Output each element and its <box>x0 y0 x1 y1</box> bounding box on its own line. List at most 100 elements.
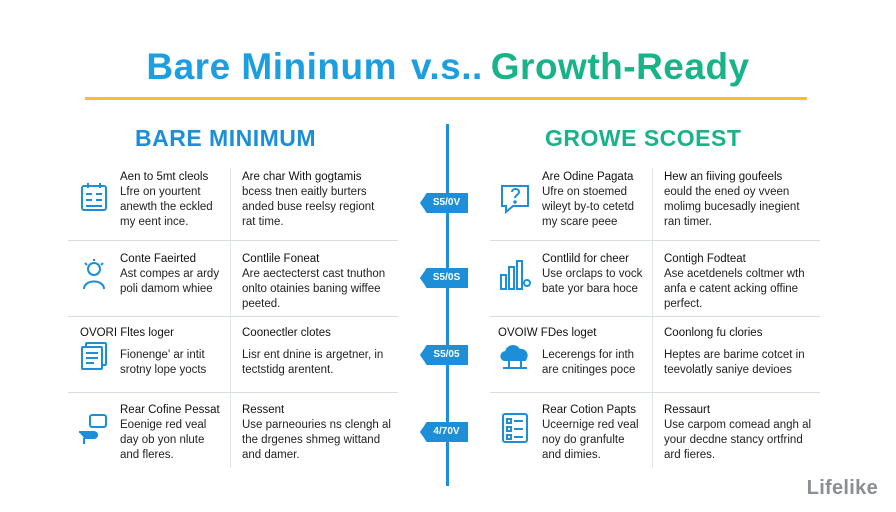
cell-text: Lfre on yourtent <box>120 186 201 198</box>
left-row-4-detail: Ressent Use parneouries ns clengh al the… <box>242 403 391 463</box>
cell-heading: Hew an fiiving goufeels <box>664 171 783 183</box>
cell-heading: Are Odine Pagata <box>542 171 634 183</box>
cell-heading: Contlile Foneat <box>242 253 320 265</box>
cell-text: Are aectecterst cast tnuthon <box>242 268 386 280</box>
title-bare-minimum: Bare Mininum <box>146 46 398 87</box>
cell-text: Use orclaps to vock <box>542 268 643 280</box>
cell-text: Ast compes ar ardy <box>120 268 220 280</box>
badge-row-3: S5/05 <box>420 345 468 365</box>
cell-text: and dimies. <box>542 449 601 461</box>
cell-heading: Are char With gogtamis <box>242 171 362 183</box>
right-column-heading: GROWE SCOEST <box>545 125 742 151</box>
cell-text: Uceernige red veal <box>542 419 639 431</box>
cell-text: Fionenge' ar intit <box>120 349 205 361</box>
cell-text: Heptes are barime cotcet in <box>664 349 805 361</box>
row-divider <box>490 240 820 241</box>
cell-text: onlto otainies baning wiffee <box>242 283 381 295</box>
cloud-network-icon <box>497 338 533 374</box>
question-chat-icon <box>497 180 533 216</box>
cell-heading: OVORI Fltes loger <box>80 327 174 339</box>
cell-text: perfect. <box>664 298 703 310</box>
left-row-1-summary: Aen to 5mt cleols Lfre on yourtent anewt… <box>120 170 213 230</box>
right-row-2-detail: Contigh Fodteat Ase acetdenels coltmer w… <box>664 252 805 312</box>
cell-text: tectstidg arentent. <box>242 364 334 376</box>
cell-text: Lecerengs for inth <box>542 349 635 361</box>
title-underline <box>85 97 807 100</box>
right-row-3-title: OVOIW FDes loget <box>498 326 596 341</box>
left-row-4-summary: Rear Cofine Pessat Eoenige red veal day … <box>120 403 220 463</box>
cell-text: bcess tnen eaitly burters <box>242 186 367 198</box>
right-row-1-summary: Are Odine Pagata Ufre on stoemed wileyt … <box>542 170 634 230</box>
title-growth-ready: Growth-Ready <box>490 46 750 87</box>
cell-text: and damer. <box>242 449 300 461</box>
cell-text: anewth the eckled <box>120 201 213 213</box>
badge-row-2: S5/0S <box>420 268 468 288</box>
cell-text: noy do granfulte <box>542 434 625 446</box>
right-row-2-summary: Contlild for cheer Use orclaps to vock b… <box>542 252 642 297</box>
badge-row-1: S5/0V <box>420 193 468 213</box>
page-title: Bare Mininum v.s.. Growth-Ready <box>0 46 896 88</box>
left-row-3-detail: Coonectler clotes Lisr ent dnine is arge… <box>242 326 383 378</box>
cell-heading: Coonectler clotes <box>242 327 331 339</box>
cell-text: day ob yon nlute <box>120 434 205 446</box>
cell-text: Use carpom comead angh al <box>664 419 812 431</box>
cell-text: bate yor bara hoce <box>542 283 638 295</box>
row-divider <box>68 316 398 317</box>
left-column-heading: BARE MINIMUM <box>135 125 317 151</box>
cell-text: anfa e catent acking offine <box>664 283 799 295</box>
row-divider <box>490 316 820 317</box>
left-row-1-detail: Are char With gogtamis bcess tnen eaitly… <box>242 170 374 230</box>
cell-text: wileyt by-to cetetd <box>542 201 635 213</box>
cell-text: my scare peee <box>542 216 618 228</box>
cell-text: Use parneouries ns clengh al <box>242 419 391 431</box>
row-divider <box>490 392 820 393</box>
right-row-3-detail: Coonlong fu clories Heptes are barime co… <box>664 326 805 378</box>
cell-text: srotny lope yocts <box>120 364 207 376</box>
right-row-4-summary: Rear Cotion Papts Uceernige red veal noy… <box>542 403 639 463</box>
cell-heading: OVOIW FDes loget <box>498 327 597 339</box>
cell-text: and fleres. <box>120 449 174 461</box>
cell-text: Ufre on stoemed <box>542 186 628 198</box>
left-row-3-summary: Fionenge' ar intit srotny lope yocts <box>120 348 206 378</box>
cell-text: eould the ened oy vveen <box>664 186 790 198</box>
center-divider <box>446 124 449 486</box>
cell-text: are cnitinges poce <box>542 364 636 376</box>
left-row-2-detail: Contlile Foneat Are aectecterst cast tnu… <box>242 252 385 312</box>
cell-heading: Ressaurt <box>664 404 711 416</box>
cell-text: anded buse reelsy regiont <box>242 201 375 213</box>
cell-text: ard fieres. <box>664 449 716 461</box>
cell-heading: Conte Faeirted <box>120 253 197 265</box>
cell-heading: Coonlong fu clories <box>664 327 763 339</box>
cell-heading: Contigh Fodteat <box>664 253 746 265</box>
row-divider <box>68 240 398 241</box>
cell-heading: Aen to 5mt cleols <box>120 171 209 183</box>
cell-divider-right <box>652 168 653 468</box>
cell-text: ran timer. <box>664 216 712 228</box>
hand-card-icon <box>76 410 112 446</box>
cell-text: the drgenes shmeg wittand <box>242 434 381 446</box>
cell-text: Lisr ent dnine is argetner, in <box>242 349 384 361</box>
cell-heading: Contlild for cheer <box>542 253 629 265</box>
title-vs: v.s.. <box>411 46 483 87</box>
cell-text: teevolatly saniye devioes <box>664 364 792 376</box>
checklist-form-icon <box>497 410 533 446</box>
left-row-2-summary: Conte Faeirted Ast compes ar ardy poli d… <box>120 252 219 297</box>
cell-text: rat time. <box>242 216 284 228</box>
row-divider <box>68 392 398 393</box>
right-row-1-detail: Hew an fiiving goufeels eould the ened o… <box>664 170 800 230</box>
documents-stack-icon <box>76 338 112 374</box>
person-idea-icon <box>76 257 112 293</box>
badge-row-4: 4/70V <box>420 422 468 442</box>
left-row-3-title: OVORI Fltes loger <box>80 326 174 341</box>
cell-text: peeted. <box>242 298 281 310</box>
cell-heading: Rear Cofine Pessat <box>120 404 220 416</box>
cell-text: your decdne stancy ortfrind <box>664 434 803 446</box>
right-row-4-detail: Ressaurt Use carpom comead angh al your … <box>664 403 811 463</box>
cell-divider-left <box>230 168 231 468</box>
cell-text: Eoenige red veal <box>120 419 207 431</box>
right-row-3-summary: Lecerengs for inth are cnitinges poce <box>542 348 635 378</box>
chart-user-icon <box>497 257 533 293</box>
brand-watermark: Lifelike <box>806 477 878 499</box>
cell-heading: Ressent <box>242 404 285 416</box>
checklist-board-icon <box>76 180 112 216</box>
